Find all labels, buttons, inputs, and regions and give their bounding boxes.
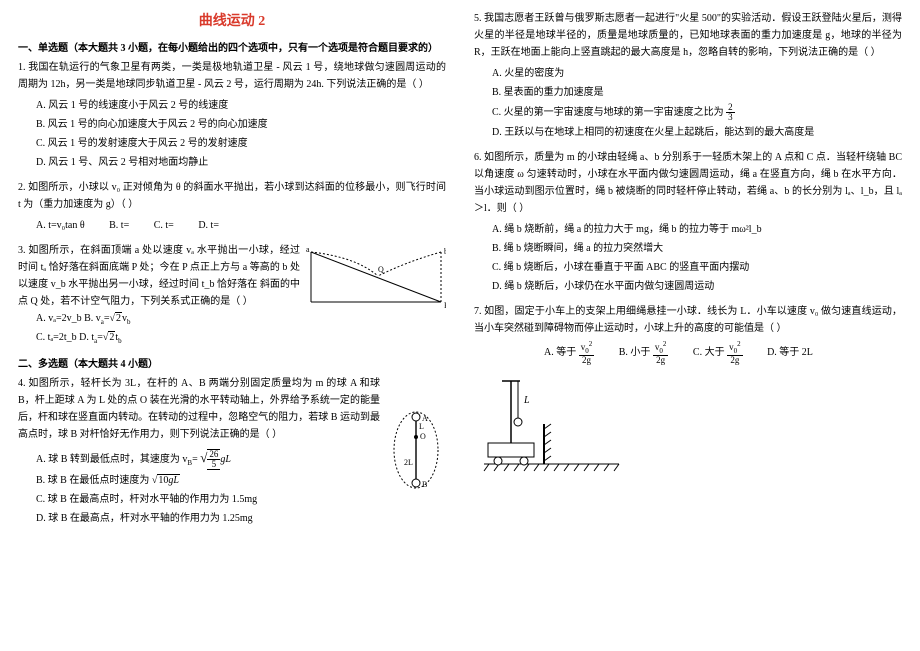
- q3-opt-b: B. va=√2vb: [84, 313, 130, 324]
- question-7: 7. 如图，固定于小车上的支架上用细绳悬挂一小球．线长为 L．小车以速度 v₀ …: [474, 303, 902, 474]
- q4-text: 4. 如图所示，轻杆长为 3L，在杆的 A、B 两端分别固定质量均为 m 的球 …: [18, 375, 446, 443]
- q3-opt-d: D. ta=√2tb: [79, 332, 122, 343]
- svg-text:B: B: [422, 480, 427, 489]
- q3-opt-c: C. tₐ=2t_b: [36, 332, 77, 343]
- q1-opt-b: B. 风云 1 号的向心加速度大于风云 2 号的向心加速度: [36, 116, 446, 133]
- q7-opt-c: C. 大于 v022g: [693, 341, 743, 365]
- question-4: A O 2L B L 4. 如图所示，轻杆长为 3L，在杆的 A、B 两端分别固…: [18, 375, 446, 527]
- q5-opt-a: A. 火星的密度为: [492, 65, 902, 82]
- q1-opt-a: A. 风云 1 号的线速度小于风云 2 号的线速度: [36, 97, 446, 114]
- q2-opt-d: D. t=: [198, 217, 219, 234]
- question-5: 5. 我国志愿者王跃曾与俄罗斯志愿者一起进行"火星 500"的实验活动．假设王跃…: [474, 10, 902, 141]
- q5-opt-d: D. 王跃以与在地球上相同的初速度在火星上起跳后，能达到的最大高度是: [492, 124, 902, 141]
- q4-opt-a: A. 球 B 转到最低点时，其速度为 vB= √265gL: [36, 447, 446, 470]
- q7-opt-a: A. 等于 v022g: [544, 341, 594, 365]
- q1-text: 1. 我国在轨运行的气象卫星有两类，一类是极地轨道卫星 - 风云 1 号，绕地球…: [18, 59, 446, 93]
- q5-opt-b: B. 星表面的重力加速度是: [492, 84, 902, 101]
- q7-text: 7. 如图，固定于小车上的支架上用细绳悬挂一小球．线长为 L．小车以速度 v₀ …: [474, 303, 902, 337]
- question-1: 1. 我国在轨运行的气象卫星有两类，一类是极地轨道卫星 - 风云 1 号，绕地球…: [18, 59, 446, 171]
- q5-text: 5. 我国志愿者王跃曾与俄罗斯志愿者一起进行"火星 500"的实验活动．假设王跃…: [474, 10, 902, 61]
- q1-opt-d: D. 风云 1 号、风云 2 号相对地面均静止: [36, 154, 446, 171]
- question-2: 2. 如图所示，小球以 v₀ 正对倾角为 θ 的斜面水平抛出，若小球到达斜面的位…: [18, 179, 446, 234]
- doc-title: 曲线运动 2: [18, 10, 446, 34]
- q3-figure: a b Q P: [306, 242, 446, 312]
- q7-figure: L: [474, 369, 624, 474]
- q4-opt-d: D. 球 B 在最高点，杆对水平轴的作用力为 1.25mg: [36, 510, 446, 527]
- q6-opt-b: B. 绳 b 烧断瞬间，绳 a 的拉力突然增大: [492, 240, 902, 257]
- q4-opt-c: C. 球 B 在最高点时，杆对水平轴的作用力为 1.5mg: [36, 491, 446, 508]
- question-6: 6. 如图所示，质量为 m 的小球由轻绳 a、b 分别系于一轻质木架上的 A 点…: [474, 149, 902, 295]
- q3-opt-a: A. vₐ=2v_b: [36, 313, 82, 324]
- svg-text:O: O: [420, 432, 426, 441]
- svg-text:L: L: [419, 422, 424, 431]
- q3-text-a: 3. 如图所示，在斜面顶端 a 处以速度 vₐ 水平抛出一小球，经过时间 tₐ …: [18, 245, 300, 290]
- q4-figure: A O 2L B L: [386, 405, 446, 495]
- q6-opt-a: A. 绳 b 烧断前，绳 a 的拉力大于 mg，绳 b 的拉力等于 mω²l_b: [492, 221, 902, 238]
- section-multi: 二、多选题（本大题共 4 小题）: [18, 356, 446, 373]
- q6-opt-d: D. 绳 b 烧断后，小球仍在水平面内做匀速圆周运动: [492, 278, 902, 295]
- q6-opt-c: C. 绳 b 烧断后，小球在垂直于平面 ABC 的竖直平面内摆动: [492, 259, 902, 276]
- q5-opt-c: C. 火星的第一宇宙速度与地球的第一宇宙速度之比为 23: [492, 103, 902, 122]
- q2-opt-b: B. t=: [109, 217, 129, 234]
- svg-text:P: P: [444, 301, 446, 310]
- q7-opt-d: D. 等于 2L: [767, 344, 813, 361]
- q2-text: 2. 如图所示，小球以 v₀ 正对倾角为 θ 的斜面水平抛出，若小球到达斜面的位…: [18, 179, 446, 213]
- question-3: a b Q P 3. 如图所示，在斜面顶端 a 处以速度 vₐ 水平抛出一小球，…: [18, 242, 446, 348]
- svg-text:L: L: [523, 395, 530, 406]
- svg-text:2L: 2L: [404, 458, 413, 467]
- section-single: 一、单选题（本大题共 3 小题，在每小题给出的四个选项中，只有一个选项是符合题目…: [18, 40, 446, 57]
- q6-text: 6. 如图所示，质量为 m 的小球由轻绳 a、b 分别系于一轻质木架上的 A 点…: [474, 149, 902, 217]
- svg-text:Q: Q: [378, 265, 384, 274]
- q4-opt-b: B. 球 B 在最低点时速度为 √10gL: [36, 472, 446, 489]
- q1-opt-c: C. 风云 1 号的发射速度大于风云 2 号的发射速度: [36, 135, 446, 152]
- q7-opt-b: B. 小于 v022g: [619, 341, 669, 365]
- svg-text:b: b: [444, 247, 446, 256]
- svg-text:a: a: [306, 245, 310, 254]
- q2-opt-a: A. t=v₀tan θ: [36, 217, 85, 234]
- q2-opt-c: C. t=: [154, 217, 174, 234]
